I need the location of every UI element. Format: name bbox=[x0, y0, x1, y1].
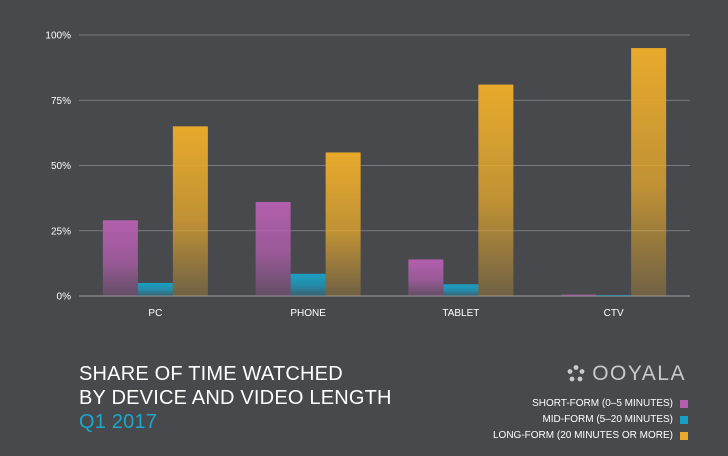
bar-phone-series-1 bbox=[255, 202, 291, 296]
y-tick-label: 0% bbox=[57, 292, 72, 303]
legend: SHORT-FORM (0–5 MINUTES) MID-FORM (5–20 M… bbox=[493, 398, 688, 441]
bar-ctv-series-1 bbox=[561, 294, 597, 296]
bar-pc-series-2 bbox=[137, 282, 173, 296]
y-tick-label: 75% bbox=[51, 96, 71, 107]
legend-label: SHORT-FORM (0–5 MINUTES) bbox=[532, 398, 673, 409]
bars bbox=[102, 48, 667, 296]
chart-title-line-1: SHARE OF TIME WATCHED bbox=[79, 363, 343, 385]
x-tick-label: PC bbox=[148, 308, 162, 319]
bar-tablet-series-3 bbox=[478, 84, 514, 296]
x-tick-label: CTV bbox=[604, 308, 624, 319]
bar-pc-series-1 bbox=[102, 220, 138, 296]
legend-item: LONG-FORM (20 MINUTES OR MORE) bbox=[493, 430, 688, 441]
legend-item: MID-FORM (5–20 MINUTES) bbox=[542, 414, 688, 425]
bar-phone-series-3 bbox=[325, 152, 361, 296]
x-tick-label: TABLET bbox=[442, 308, 479, 319]
ooyala-logo-icon bbox=[567, 365, 585, 382]
bar-pc-series-3 bbox=[172, 126, 208, 296]
bar-ctv-series-2 bbox=[596, 295, 632, 296]
bar-phone-series-2 bbox=[290, 273, 326, 296]
y-tick-label: 100% bbox=[45, 31, 71, 42]
legend-swatch bbox=[680, 399, 688, 408]
ooyala-logo: OOYALA bbox=[566, 362, 686, 386]
chart-title-line-2: BY DEVICE AND VIDEO LENGTH bbox=[79, 387, 392, 409]
y-tick-label: 25% bbox=[51, 226, 71, 237]
y-tick-label: 50% bbox=[51, 161, 71, 172]
legend-swatch bbox=[680, 415, 688, 424]
x-axis-tick-labels: PC PHONE TABLET CTV bbox=[148, 308, 624, 319]
bar-ctv-series-3 bbox=[631, 48, 667, 296]
gridlines bbox=[79, 34, 690, 297]
legend-label: MID-FORM (5–20 MINUTES) bbox=[542, 414, 673, 425]
x-tick-label: PHONE bbox=[290, 308, 326, 319]
chart-subtitle: Q1 2017 bbox=[79, 411, 158, 433]
y-axis-tick-labels: 100% 75% 50% 25% 0% bbox=[45, 31, 71, 303]
bar-tablet-series-1 bbox=[408, 259, 444, 296]
bar-tablet-series-2 bbox=[443, 284, 479, 296]
legend-swatch bbox=[680, 431, 688, 440]
legend-label: LONG-FORM (20 MINUTES OR MORE) bbox=[492, 430, 673, 441]
chart-title-block: SHARE OF TIME WATCHED BY DEVICE AND VIDE… bbox=[79, 362, 392, 434]
logo-text: OOYALA bbox=[592, 362, 686, 385]
legend-item: SHORT-FORM (0–5 MINUTES) bbox=[532, 398, 688, 409]
